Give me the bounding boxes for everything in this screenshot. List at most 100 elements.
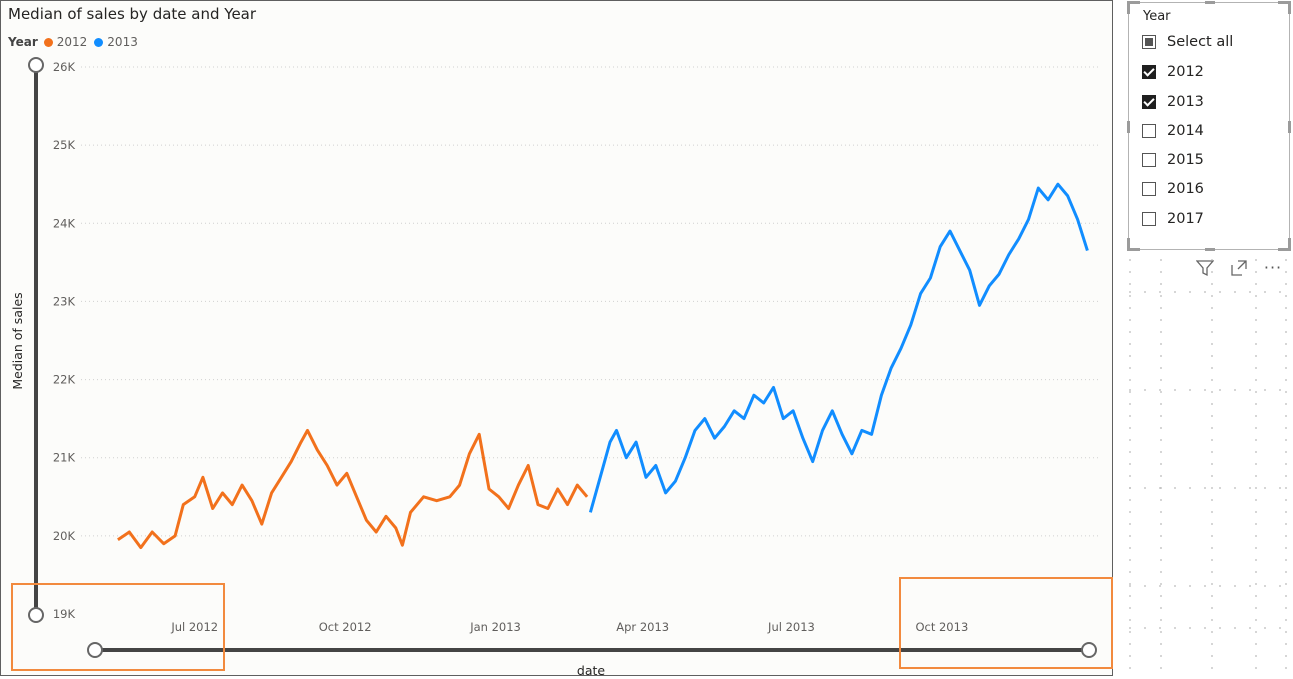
series-line-2013[interactable] (588, 182, 1089, 513)
grid-dot (1160, 451, 1162, 453)
y-axis-title: Median of sales (10, 292, 25, 389)
legend-label-2013[interactable]: 2013 (107, 35, 138, 49)
chart-title: Median of sales by date and Year (8, 5, 257, 23)
canvas-grid (1129, 259, 1287, 669)
grid-dot (1255, 427, 1257, 429)
grid-dot (1285, 559, 1287, 561)
slicer-item-2013[interactable]: 2013 (1142, 91, 1204, 113)
resize-handle[interactable] (1127, 121, 1130, 133)
grid-dot (1211, 559, 1213, 561)
grid-dot (1160, 367, 1162, 369)
grid-dot (1160, 271, 1162, 273)
grid-dot (1285, 343, 1287, 345)
grid-dot (1129, 451, 1131, 453)
checkbox[interactable] (1142, 212, 1156, 226)
grid-dot (1211, 571, 1213, 573)
slicer-item-2016[interactable]: 2016 (1142, 178, 1204, 200)
grid-dot (1255, 415, 1257, 417)
grid-dot (1129, 427, 1131, 429)
grid-dot (1129, 283, 1131, 285)
grid-dot (1160, 559, 1162, 561)
checkbox[interactable] (1142, 65, 1156, 79)
grid-dot (1255, 547, 1257, 549)
grid-dot (1219, 389, 1221, 391)
y-slider-handle-top[interactable] (28, 57, 44, 73)
grid-dot (1129, 655, 1131, 657)
resize-corner[interactable] (1127, 1, 1140, 14)
slicer-item-select-all[interactable]: Select all (1142, 31, 1233, 53)
resize-corner[interactable] (1127, 238, 1140, 251)
grid-dot (1211, 583, 1213, 585)
grid-dot (1255, 259, 1257, 261)
slicer-item-label: 2015 (1167, 152, 1204, 168)
grid-dot (1129, 403, 1131, 405)
grid-dot (1234, 627, 1236, 629)
grid-dot (1160, 403, 1162, 405)
slicer-item-2014[interactable]: 2014 (1142, 120, 1204, 142)
grid-dot (1204, 291, 1206, 293)
year-slicer[interactable]: Year Select all 2012 2013 2014 2015 2016 2017 (1127, 1, 1291, 251)
slicer-item-label: 2013 (1167, 94, 1204, 110)
grid-dot (1160, 463, 1162, 465)
grid-dot (1211, 427, 1213, 429)
grid-dot (1285, 415, 1287, 417)
grid-dot (1285, 355, 1287, 357)
resize-handle[interactable] (1205, 1, 1215, 4)
grid-dot (1285, 499, 1287, 501)
series-line-2012[interactable] (117, 428, 589, 550)
grid-dot (1129, 511, 1131, 513)
y-slider-handle-bottom[interactable] (28, 607, 44, 623)
grid-dot (1129, 499, 1131, 501)
grid-dot (1129, 667, 1131, 669)
grid-dot (1211, 283, 1213, 285)
grid-dot (1144, 585, 1146, 587)
focus-mode-icon[interactable] (1229, 258, 1249, 278)
resize-handle[interactable] (1205, 248, 1215, 251)
x-slider-handle-left[interactable] (87, 642, 103, 658)
y-tick-label: 26K (53, 60, 76, 74)
grid-dot (1255, 523, 1257, 525)
grid-dot (1255, 391, 1257, 393)
grid-dot (1160, 391, 1162, 393)
grid-dot (1144, 627, 1146, 629)
checkbox[interactable] (1142, 35, 1156, 49)
grid-dot (1255, 295, 1257, 297)
grid-dot (1144, 389, 1146, 391)
grid-dot (1279, 487, 1281, 489)
grid-dot (1255, 439, 1257, 441)
resize-corner[interactable] (1278, 238, 1291, 251)
grid-dot (1211, 367, 1213, 369)
grid-dot (1189, 487, 1191, 489)
slicer-item-2012[interactable]: 2012 (1142, 61, 1204, 83)
grid-dot (1285, 595, 1287, 597)
grid-dot (1264, 291, 1266, 293)
checkbox[interactable] (1142, 95, 1156, 109)
grid-dot (1211, 523, 1213, 525)
slicer-item-2017[interactable]: 2017 (1142, 208, 1204, 230)
grid-dot (1144, 291, 1146, 293)
more-options-icon[interactable]: ··· (1263, 258, 1283, 277)
grid-dot (1285, 331, 1287, 333)
resize-handle[interactable] (1288, 121, 1291, 133)
checkbox[interactable] (1142, 182, 1156, 196)
resize-corner[interactable] (1278, 1, 1291, 14)
checkbox[interactable] (1142, 153, 1156, 167)
grid-dot (1129, 367, 1131, 369)
slicer-item-2015[interactable]: 2015 (1142, 149, 1204, 171)
slicer-item-label: 2016 (1167, 181, 1204, 197)
checkbox[interactable] (1142, 124, 1156, 138)
grid-dot (1285, 391, 1287, 393)
legend-label-2012[interactable]: 2012 (56, 35, 88, 49)
grid-dot (1160, 259, 1162, 261)
line-chart-visual[interactable]: Median of sales by date and Year Year 20… (0, 0, 1113, 676)
grid-dot (1174, 487, 1176, 489)
grid-dot (1211, 355, 1213, 357)
filter-icon[interactable] (1195, 258, 1215, 278)
grid-dot (1234, 291, 1236, 293)
x-slider-handle-right[interactable] (1081, 642, 1097, 658)
grid-dot (1160, 295, 1162, 297)
grid-dot (1129, 389, 1131, 391)
grid-dot (1255, 607, 1257, 609)
grid-dot (1255, 487, 1257, 489)
grid-dot (1219, 585, 1221, 587)
